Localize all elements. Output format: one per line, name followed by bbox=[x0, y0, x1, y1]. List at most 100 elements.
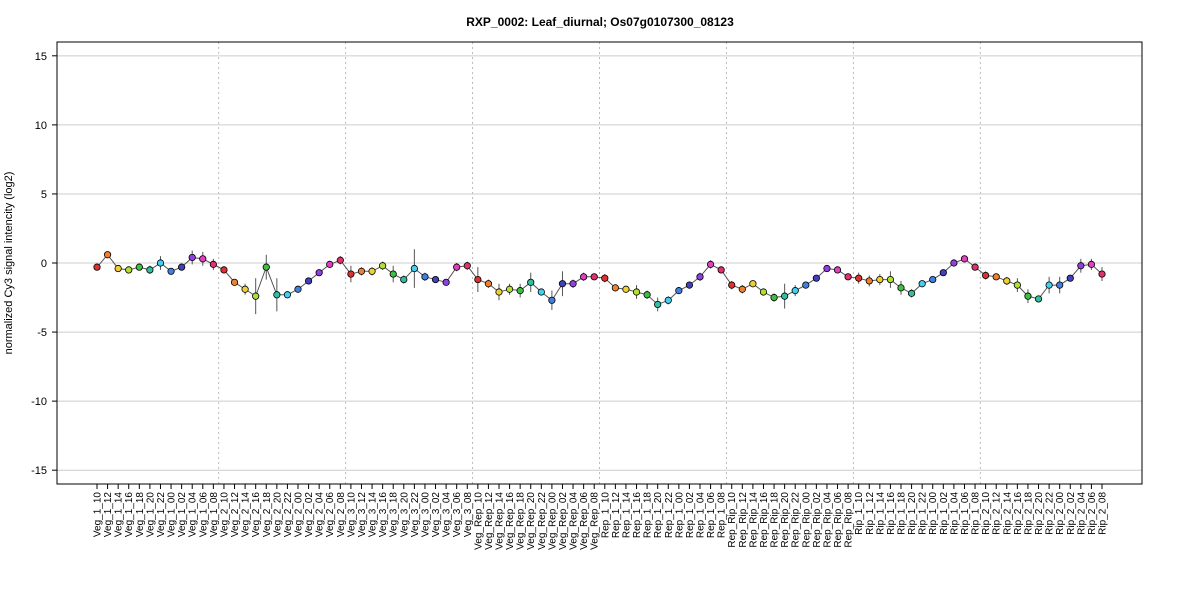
data-point-71 bbox=[844, 273, 852, 281]
x-tick-label-75: Rip_1_16 bbox=[886, 492, 897, 535]
x-tick-label-33: Veg_3_04 bbox=[442, 492, 453, 537]
data-point-48 bbox=[601, 274, 609, 282]
x-tick-label-59: Rep_1_08 bbox=[717, 492, 728, 539]
x-tick-label-18: Veg_2_22 bbox=[283, 492, 294, 537]
data-point-70 bbox=[833, 266, 842, 274]
data-point-89 bbox=[1034, 295, 1043, 303]
data-point-14 bbox=[241, 285, 249, 293]
data-point-31 bbox=[421, 273, 429, 281]
data-point-36 bbox=[474, 275, 482, 284]
x-tick-label-55: Rep_1_00 bbox=[674, 492, 685, 539]
data-point-62 bbox=[749, 280, 757, 288]
x-tick-label-92: Rip_2_02 bbox=[1066, 492, 1077, 535]
x-tick-label-38: Veg_Rep_14 bbox=[495, 492, 506, 550]
y-tick-label-1: -10 bbox=[31, 396, 47, 408]
data-point-80 bbox=[939, 269, 947, 277]
x-tick-label-49: Rep_1_12 bbox=[611, 492, 622, 539]
data-point-32 bbox=[431, 275, 440, 284]
data-point-5 bbox=[146, 266, 154, 274]
data-point-87 bbox=[1013, 281, 1021, 289]
data-point-33 bbox=[442, 278, 450, 286]
x-tick-label-56: Rep_1_02 bbox=[685, 492, 696, 539]
data-point-94 bbox=[1087, 260, 1096, 268]
x-tick-label-5: Veg_1_20 bbox=[145, 492, 156, 537]
x-tick-label-29: Veg_3_20 bbox=[399, 492, 410, 537]
data-point-52 bbox=[643, 291, 651, 299]
x-tick-label-61: Rep_Rip_12 bbox=[738, 492, 749, 548]
x-tick-label-13: Veg_2_12 bbox=[230, 492, 241, 537]
data-point-73 bbox=[865, 277, 873, 285]
data-point-67 bbox=[802, 281, 810, 289]
data-point-43 bbox=[548, 296, 556, 304]
data-point-10 bbox=[199, 255, 207, 263]
x-tick-label-12: Veg_2_10 bbox=[219, 492, 230, 537]
data-point-22 bbox=[326, 260, 334, 268]
data-point-60 bbox=[728, 281, 736, 289]
x-tick-label-40: Veg_Rep_18 bbox=[516, 492, 527, 550]
x-tick-label-58: Rep_1_06 bbox=[706, 492, 717, 539]
data-point-57 bbox=[696, 273, 704, 281]
data-point-46 bbox=[580, 273, 588, 281]
data-point-16 bbox=[262, 263, 270, 271]
x-tick-label-73: Rip_1_12 bbox=[865, 492, 876, 535]
data-point-69 bbox=[823, 264, 831, 273]
data-point-61 bbox=[738, 285, 746, 293]
chart-title: RXP_0002: Leaf_diurnal; Os07g0107300_081… bbox=[466, 15, 734, 29]
data-point-17 bbox=[273, 291, 281, 299]
data-point-65 bbox=[781, 292, 789, 300]
data-point-82 bbox=[960, 255, 969, 263]
x-tick-label-81: Rip_1_04 bbox=[949, 492, 960, 535]
x-tick-label-66: Rep_Rip_22 bbox=[791, 492, 802, 548]
data-point-63 bbox=[759, 288, 768, 296]
data-point-86 bbox=[1003, 277, 1011, 285]
x-tick-label-31: Veg_3_00 bbox=[420, 492, 431, 537]
data-point-84 bbox=[982, 271, 990, 280]
x-tick-label-86: Rip_2_14 bbox=[1002, 492, 1013, 535]
data-point-7 bbox=[167, 267, 175, 275]
data-point-91 bbox=[1056, 281, 1064, 289]
data-point-2 bbox=[114, 264, 122, 273]
y-tick-label-2: -5 bbox=[37, 327, 47, 339]
x-tick-label-80: Rip_1_02 bbox=[939, 492, 950, 535]
x-tick-label-52: Rep_1_18 bbox=[643, 492, 654, 539]
x-tick-label-71: Rep_Rip_08 bbox=[844, 492, 855, 548]
x-tick-label-17: Veg_2_20 bbox=[272, 492, 283, 537]
x-tick-label-83: Rip_1_08 bbox=[971, 492, 982, 535]
x-tick-label-4: Veg_1_18 bbox=[135, 492, 146, 537]
x-tick-label-82: Rip_1_06 bbox=[960, 492, 971, 535]
x-tick-label-3: Veg_1_16 bbox=[124, 492, 135, 537]
data-point-42 bbox=[537, 288, 545, 296]
x-tick-label-87: Rip_2_16 bbox=[1013, 492, 1024, 535]
data-point-11 bbox=[209, 260, 217, 268]
x-tick-label-95: Rip_2_08 bbox=[1098, 492, 1109, 535]
x-tick-label-36: Veg_Rep_10 bbox=[473, 492, 484, 550]
data-point-92 bbox=[1066, 274, 1074, 282]
data-point-4 bbox=[135, 263, 143, 271]
x-tick-label-54: Rep_1_22 bbox=[664, 492, 675, 539]
data-point-49 bbox=[611, 284, 619, 292]
data-point-64 bbox=[770, 293, 778, 302]
data-point-59 bbox=[717, 266, 725, 274]
data-point-29 bbox=[400, 275, 408, 284]
data-point-54 bbox=[664, 296, 672, 304]
data-point-85 bbox=[992, 273, 1000, 281]
x-tick-label-23: Veg_2_08 bbox=[336, 492, 347, 537]
data-point-25 bbox=[357, 267, 366, 275]
x-tick-label-0: Veg_1_10 bbox=[93, 492, 104, 537]
data-point-27 bbox=[379, 262, 387, 270]
x-tick-label-88: Rip_2_18 bbox=[1023, 492, 1034, 535]
x-tick-label-42: Veg_Rep_22 bbox=[537, 492, 548, 550]
data-point-83 bbox=[971, 263, 979, 271]
data-point-74 bbox=[876, 275, 884, 284]
data-point-6 bbox=[156, 259, 165, 267]
x-tick-label-70: Rep_Rip_06 bbox=[833, 492, 844, 548]
data-point-30 bbox=[410, 264, 418, 273]
data-point-58 bbox=[706, 260, 715, 268]
x-tick-label-89: Rip_2_20 bbox=[1034, 492, 1045, 535]
data-point-24 bbox=[347, 270, 355, 278]
data-point-75 bbox=[886, 275, 895, 284]
y-tick-label-0: -15 bbox=[31, 465, 47, 477]
x-tick-label-43: Veg_Rep_00 bbox=[547, 492, 558, 550]
data-point-18 bbox=[283, 291, 292, 299]
x-tick-label-22: Veg_2_06 bbox=[325, 492, 336, 537]
